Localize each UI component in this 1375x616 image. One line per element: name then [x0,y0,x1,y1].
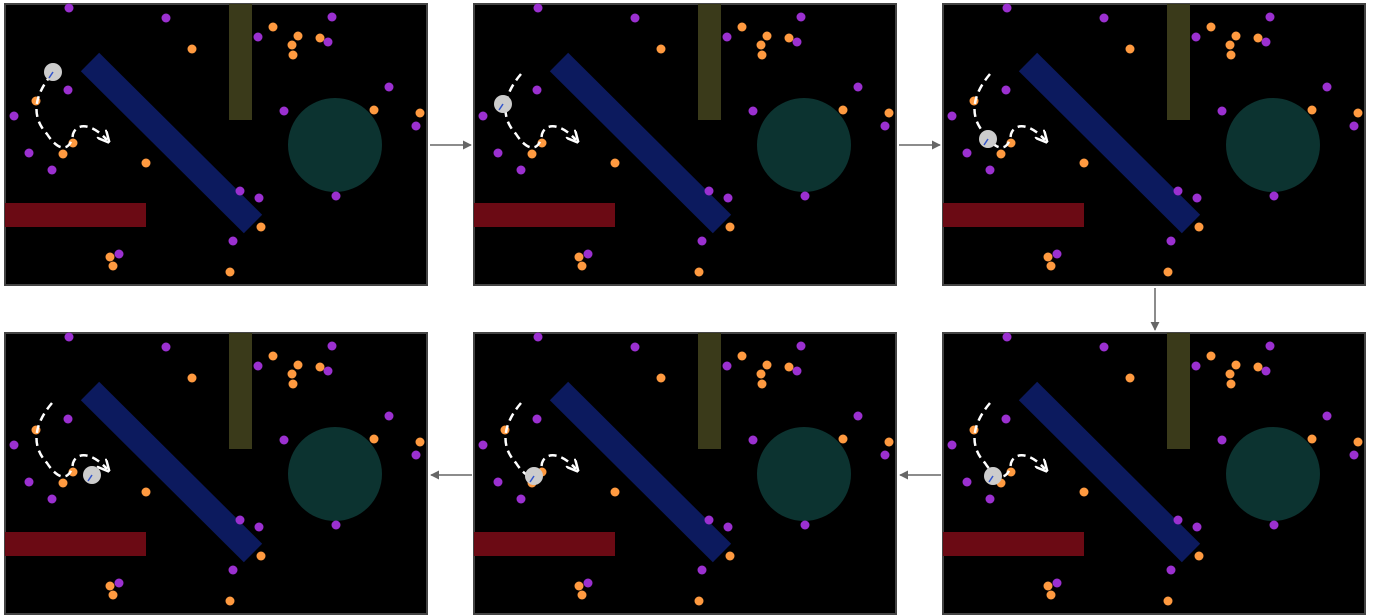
panel [5,4,427,286]
panel [943,4,1365,286]
flow-arrows [430,140,1160,480]
panel [474,4,896,286]
panel [474,333,896,615]
panel [943,333,1365,615]
panel [5,333,427,615]
